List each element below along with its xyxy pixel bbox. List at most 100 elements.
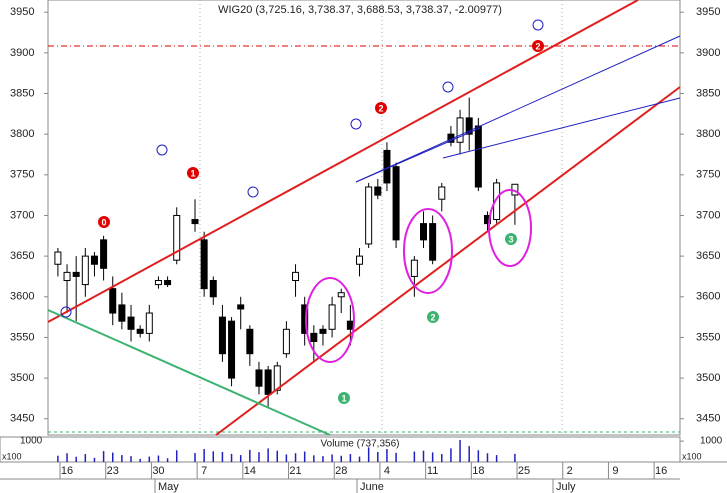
candle-body xyxy=(264,369,272,395)
trend-line xyxy=(355,35,681,183)
annotation-label: 0 xyxy=(101,217,106,227)
candle-body xyxy=(346,320,354,330)
month-label: July xyxy=(556,481,576,493)
candle-body xyxy=(292,271,300,282)
annotation-marker xyxy=(505,233,517,245)
volume-label: Volume (737,356) xyxy=(321,439,400,450)
candle-body xyxy=(63,271,71,282)
candle-body xyxy=(109,288,117,314)
candle-body xyxy=(319,328,327,334)
y-tick-label: 3750 xyxy=(696,169,720,181)
candle-body xyxy=(154,280,162,286)
candle-body xyxy=(127,316,135,330)
annotation-label: 1 xyxy=(190,168,195,178)
y-tick-label: 3650 xyxy=(10,250,34,262)
x-tick-label: 28 xyxy=(335,465,347,477)
y-tick-label: 3500 xyxy=(10,372,34,384)
candle-body xyxy=(456,117,464,143)
x-tick-label: 16 xyxy=(61,465,73,477)
candle-body xyxy=(282,328,290,355)
x-tick-label: 2 xyxy=(567,465,573,477)
y-tick-label: 3700 xyxy=(696,209,720,221)
y-tick-label: 3750 xyxy=(10,169,34,181)
candle-body xyxy=(191,219,199,225)
annotation-label: 2 xyxy=(430,312,435,322)
y-tick-label: 3700 xyxy=(10,209,34,221)
candle-body xyxy=(173,214,181,261)
candle-body xyxy=(164,280,172,286)
y-tick-label: 3600 xyxy=(696,291,720,303)
highlight xyxy=(488,189,532,267)
annotation-marker xyxy=(427,311,439,323)
volume-tick-label: 1000 xyxy=(20,436,43,447)
annotation-marker xyxy=(375,102,387,114)
trend-line xyxy=(355,127,481,183)
y-tick-label: 3450 xyxy=(696,413,720,425)
highlight xyxy=(403,208,453,294)
x-tick-label: 4 xyxy=(384,465,390,477)
candle-body xyxy=(255,369,263,387)
candle-body xyxy=(209,280,217,298)
candle-body xyxy=(72,271,80,277)
annotation-marker xyxy=(187,167,199,179)
y-tick-label: 3900 xyxy=(10,47,34,59)
x-tick-label: 11 xyxy=(427,465,438,477)
candle-body xyxy=(328,304,336,330)
candle-body xyxy=(465,117,473,135)
candle-body xyxy=(420,223,427,241)
candle-body xyxy=(118,304,126,322)
candle-body xyxy=(392,166,400,241)
y-tick-label: 3500 xyxy=(696,372,720,384)
trend-line xyxy=(47,0,639,323)
candle-body xyxy=(337,292,345,298)
candle-body xyxy=(218,316,226,355)
candle-body xyxy=(474,125,482,188)
candle-body xyxy=(374,186,382,196)
chart-title: WIG20 (3,725.16, 3,738.37, 3,688.53, 3,7… xyxy=(218,4,502,16)
candle-body xyxy=(429,223,437,261)
candle-body xyxy=(81,255,89,286)
candle-body xyxy=(246,328,254,355)
x-tick-label: 9 xyxy=(612,465,618,477)
volume-unit: x100 xyxy=(2,451,22,461)
annotation-marker xyxy=(338,392,350,404)
annotation-label: 3 xyxy=(508,234,513,244)
annotation-marker xyxy=(98,216,110,228)
x-tick-label: 21 xyxy=(289,465,301,477)
annotation-marker xyxy=(532,40,544,52)
y-tick-label: 3650 xyxy=(696,250,720,262)
trend-line xyxy=(442,97,681,159)
y-tick-label: 3900 xyxy=(696,47,720,59)
candle-body xyxy=(145,312,153,334)
candle-body xyxy=(410,259,418,277)
highlight xyxy=(305,277,355,363)
annotation-label: 1 xyxy=(341,393,346,403)
x-tick-label: 7 xyxy=(201,465,207,477)
candle-body xyxy=(200,239,208,290)
candle-body xyxy=(310,332,318,342)
candle-body xyxy=(365,186,373,245)
candle-body xyxy=(237,304,245,310)
x-tick-label: 14 xyxy=(244,465,256,477)
x-tick-label: 18 xyxy=(472,465,484,477)
candle-body xyxy=(54,251,62,265)
annotation-label: 2 xyxy=(378,103,383,113)
smileys xyxy=(60,19,544,318)
candle-body xyxy=(228,320,236,379)
trend-line xyxy=(215,86,681,436)
candle-body xyxy=(493,182,501,221)
annotation-label: 2 xyxy=(535,41,540,51)
trend-line xyxy=(47,309,331,436)
x-tick-label: 25 xyxy=(518,465,530,477)
month-label: May xyxy=(158,481,179,493)
volume-unit: x100 xyxy=(682,451,702,461)
candle-body xyxy=(100,239,108,269)
candle-body xyxy=(438,186,446,200)
candles xyxy=(54,97,519,407)
y-tick-label: 3550 xyxy=(10,331,34,343)
x-tick-label: 16 xyxy=(655,465,667,477)
y-tick-label: 3450 xyxy=(10,413,34,425)
x-tick-label: 30 xyxy=(152,465,164,477)
y-tick-label: 3600 xyxy=(10,291,34,303)
